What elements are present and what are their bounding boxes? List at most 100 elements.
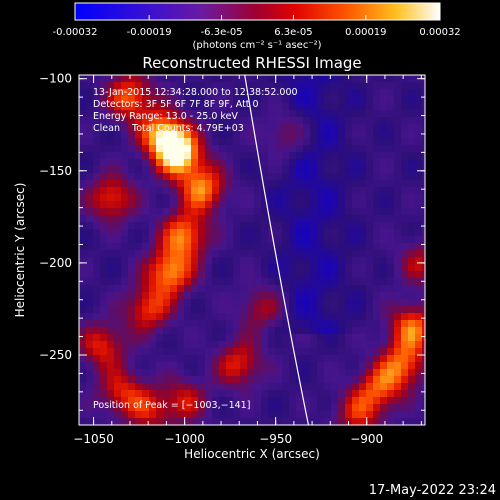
heatmap-cell (100, 222, 108, 230)
heatmap-cell (191, 201, 199, 209)
heatmap-cell (233, 208, 241, 216)
heatmap-cell (317, 418, 325, 425)
heatmap-cell (128, 131, 136, 139)
heatmap-cell (345, 180, 353, 188)
heatmap-cell (387, 341, 395, 349)
heatmap-cell (135, 96, 143, 104)
heatmap-cell (149, 159, 157, 167)
heatmap-cell (261, 131, 269, 139)
heatmap-cell (86, 397, 94, 405)
heatmap-cell (107, 411, 115, 419)
heatmap-cell (107, 369, 115, 377)
heatmap-cell (359, 264, 367, 272)
heatmap-cell (387, 327, 395, 335)
heatmap-cell (226, 124, 234, 132)
heatmap-cell (86, 313, 94, 321)
heatmap-cell (170, 138, 178, 146)
heatmap-cell (121, 117, 129, 125)
heatmap-cell (338, 152, 346, 160)
heatmap-cell (142, 131, 150, 139)
heatmap-cell (303, 285, 311, 293)
heatmap-cell (373, 250, 381, 258)
heatmap-cell (233, 390, 241, 398)
heatmap-cell (121, 271, 129, 279)
heatmap-cell (135, 334, 143, 342)
heatmap-cell (177, 313, 185, 321)
heatmap-cell (114, 145, 122, 153)
heatmap-cell (93, 208, 101, 216)
heatmap-cell (352, 418, 360, 425)
heatmap-cell (114, 271, 122, 279)
heatmap-cell (254, 257, 262, 265)
heatmap-cell (338, 222, 346, 230)
heatmap-cell (303, 278, 311, 286)
heatmap-cell (240, 152, 248, 160)
heatmap-cell (191, 89, 199, 97)
heatmap-cell (142, 82, 150, 90)
heatmap-cell (268, 124, 276, 132)
heatmap-cell (345, 145, 353, 153)
heatmap-cell (219, 159, 227, 167)
heatmap-cell (219, 89, 227, 97)
heatmap-cell (240, 159, 248, 167)
heatmap-cell (100, 320, 108, 328)
heatmap-cell (93, 82, 101, 90)
heatmap-cell (415, 397, 423, 405)
heatmap-cell (135, 257, 143, 265)
heatmap-cell (408, 348, 416, 356)
heatmap-cell (324, 376, 332, 384)
heatmap-cell (184, 383, 192, 391)
heatmap-cell (401, 411, 409, 419)
heatmap-cell (191, 110, 199, 118)
heatmap-cell (79, 215, 87, 223)
heatmap-cell (373, 103, 381, 111)
heatmap-cell (198, 89, 206, 97)
heatmap-cell (219, 208, 227, 216)
heatmap-cell (268, 131, 276, 139)
heatmap-cell (345, 257, 353, 265)
heatmap-cell (100, 341, 108, 349)
heatmap-cell (380, 383, 388, 391)
heatmap-cell (373, 362, 381, 370)
heatmap-cell (226, 271, 234, 279)
heatmap-cell (359, 299, 367, 307)
heatmap-cell (422, 348, 425, 356)
heatmap-cell (121, 264, 129, 272)
heatmap-cell (128, 390, 136, 398)
heatmap-cell (212, 229, 220, 237)
heatmap-cell (331, 411, 339, 419)
heatmap-cell (380, 313, 388, 321)
heatmap-cell (394, 215, 402, 223)
heatmap-cell (163, 271, 171, 279)
heatmap-cell (401, 159, 409, 167)
heatmap-cell (303, 271, 311, 279)
heatmap-cell (100, 124, 108, 132)
heatmap-cell (387, 376, 395, 384)
heatmap-cell (191, 264, 199, 272)
heatmap-cell (233, 299, 241, 307)
heatmap-cell (415, 355, 423, 363)
heatmap-cell (303, 103, 311, 111)
heatmap-cell (317, 110, 325, 118)
heatmap-cell (373, 278, 381, 286)
heatmap-cell (415, 152, 423, 160)
heatmap-cell (149, 222, 157, 230)
heatmap-cell (366, 355, 374, 363)
heatmap-cell (352, 194, 360, 202)
heatmap-cell (247, 411, 255, 419)
heatmap-cell (352, 257, 360, 265)
heatmap-cell (352, 320, 360, 328)
heatmap-cell (338, 145, 346, 153)
heatmap-cell (373, 89, 381, 97)
heatmap-cell (149, 348, 157, 356)
heatmap-cell (198, 320, 206, 328)
heatmap-cell (233, 236, 241, 244)
heatmap-cell (86, 390, 94, 398)
heatmap-cell (184, 131, 192, 139)
heatmap-cell (261, 313, 269, 321)
heatmap-cell (247, 383, 255, 391)
heatmap-cell (121, 292, 129, 300)
heatmap-cell (79, 187, 87, 195)
heatmap-cell (100, 418, 108, 425)
heatmap-cell (177, 404, 185, 412)
